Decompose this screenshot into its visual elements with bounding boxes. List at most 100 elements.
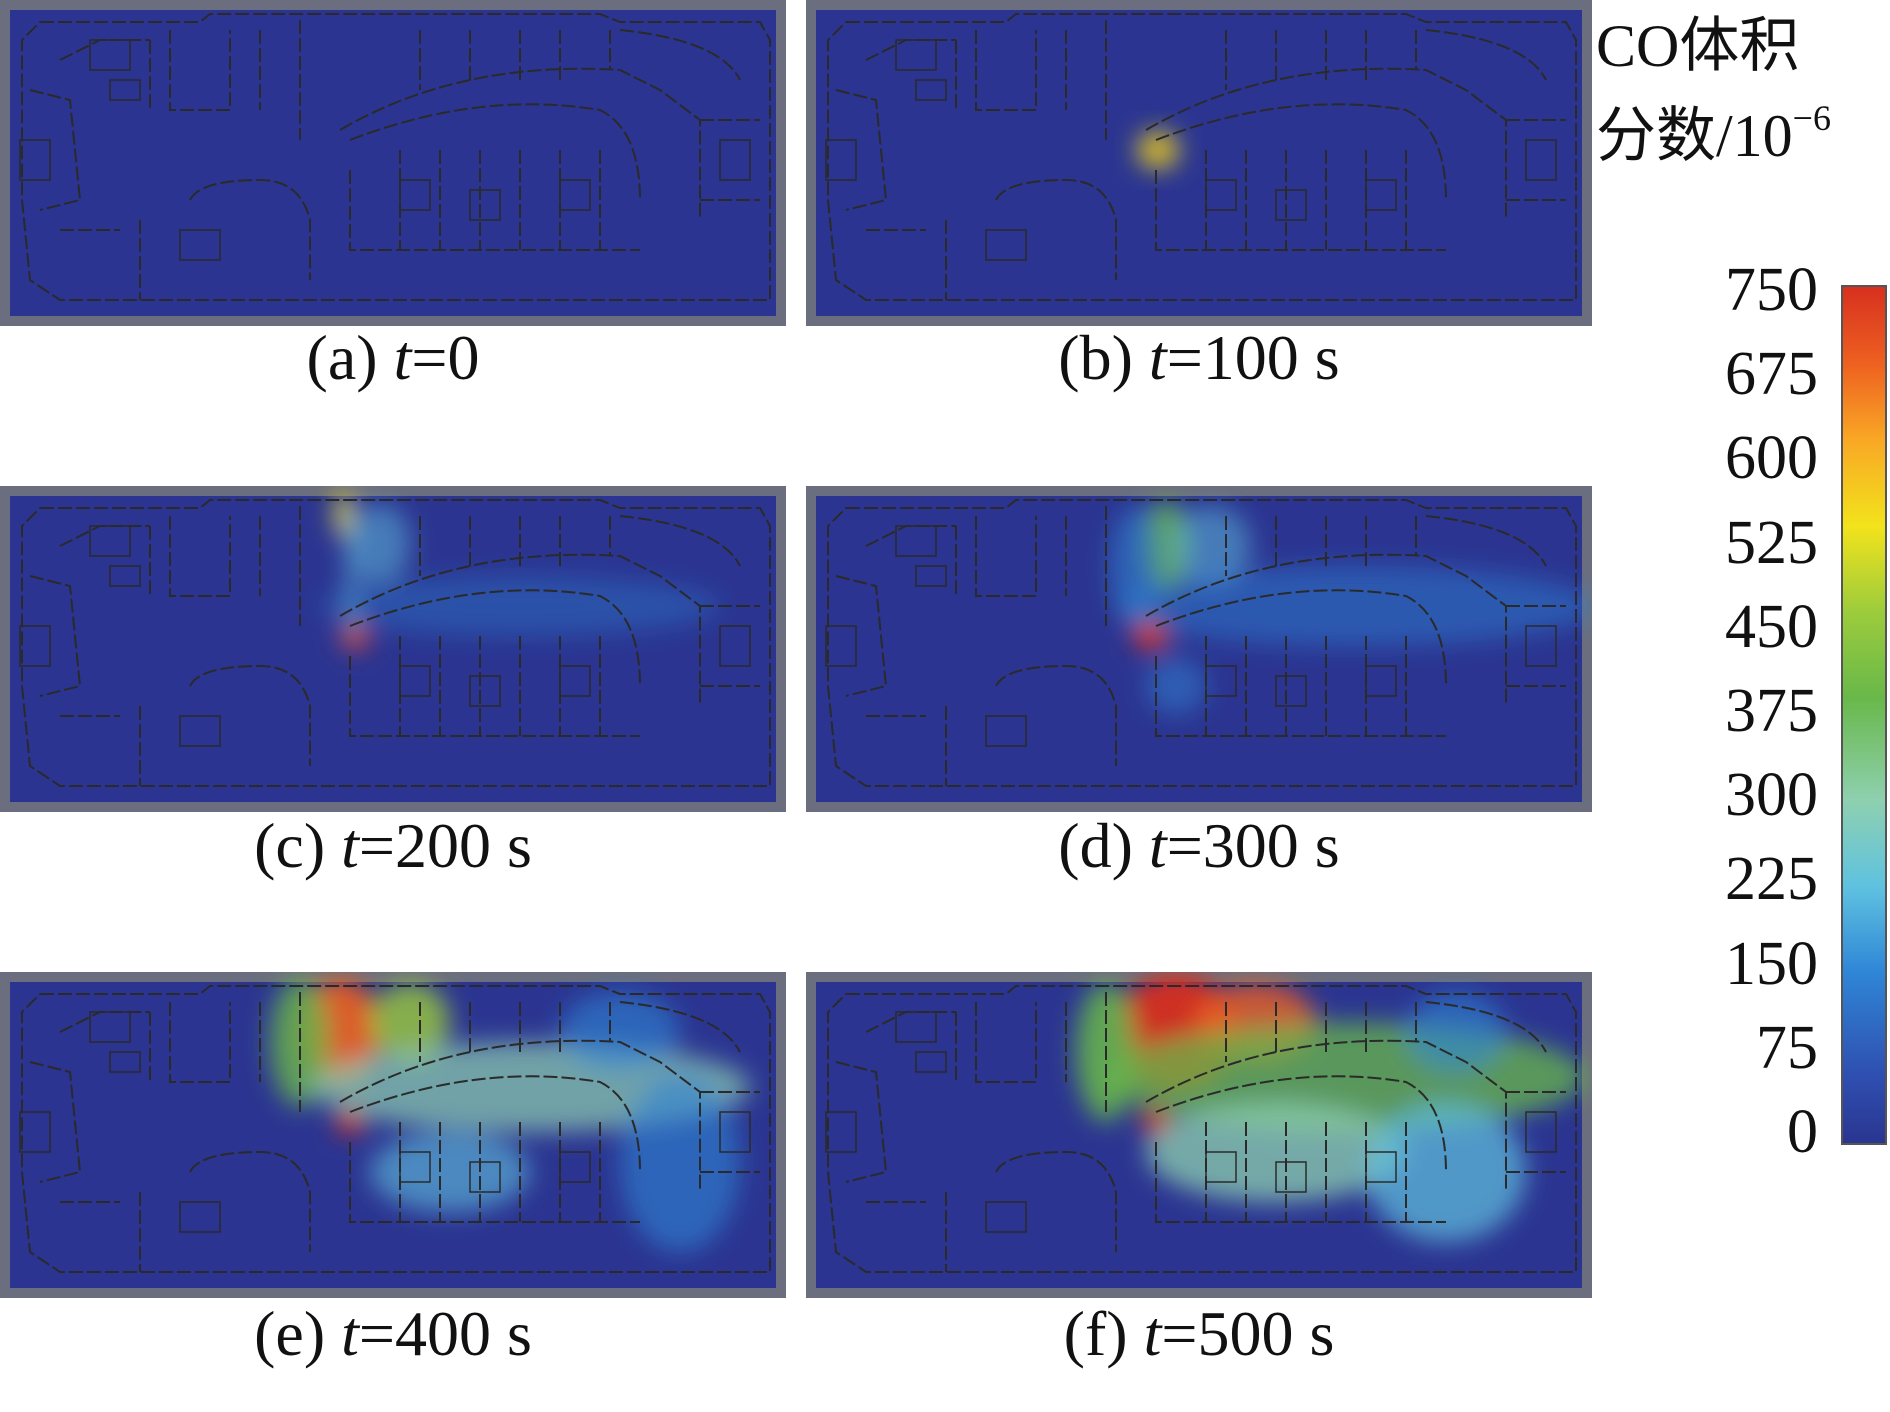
wall-segment [1155,170,1446,251]
legend-title: CO体积 分数/10−6 [1596,10,1890,172]
caption-time-symbol: t [393,322,412,393]
room-outline [825,1111,857,1153]
room-outline [89,525,131,557]
wall-segment [349,103,641,201]
wall-segment [1155,1075,1447,1173]
co-concentration-map [806,486,1592,812]
room-outline [399,1151,431,1183]
co-concentration-map [806,0,1592,326]
wall-segment [1506,1091,1566,1173]
co-plume [1146,658,1206,714]
caption-label: (b) [1058,322,1149,393]
wall-segment [169,516,231,597]
room-outline [89,1011,131,1043]
panel-caption: (f) t=500 s [806,1299,1592,1369]
wall-segment [995,1150,1117,1252]
caption-label: (f) [1063,1298,1144,1369]
wall-segment [1425,1001,1547,1053]
room-outline [1205,179,1237,211]
wall-segment [1506,605,1566,687]
panel-caption: (b) t=100 s [806,323,1592,393]
caption-time-symbol: t [1148,322,1167,393]
co-concentration-map [0,0,786,326]
caption-time-value: =500 s [1161,1298,1335,1369]
wall-segment [189,178,311,280]
wall-segment [169,1002,231,1083]
wall-segment [827,13,1577,301]
colorbar-tick-label: 675 [1725,340,1818,409]
room-outline [719,625,751,667]
co-plume [620,1072,740,1252]
room-outline [1525,625,1557,667]
panel-caption: (d) t=300 s [806,811,1592,881]
wall-segment [339,553,701,706]
wall-segment [835,1061,888,1183]
room-outline [399,179,431,211]
caption-time-symbol: t [1148,810,1167,881]
wall-segment [349,1075,641,1173]
wall-segment [866,1192,947,1272]
wall-segment [866,706,947,786]
colorbar-tick-label: 300 [1725,761,1818,830]
room-outline [19,625,51,667]
colorbar-tick-label: 150 [1725,929,1818,998]
caption-label: (a) [306,322,394,393]
floorplan-panel [0,486,786,812]
wall-segment [835,575,888,697]
wall-segment [700,1091,760,1173]
co-concentration-map [0,486,786,812]
wall-segment [1155,1142,1446,1223]
co-plume [1142,1110,1170,1134]
room-outline [1275,1161,1307,1193]
floorplan-walls [825,499,1577,787]
wall-segment [1155,589,1447,687]
floorplan-walls [19,13,771,301]
room-outline [1365,1151,1397,1183]
wall-segment [866,220,947,300]
floorplan-panel [806,0,1592,326]
wall-segment [60,220,141,300]
co-plume [1136,130,1180,170]
room-outline [179,1201,221,1233]
room-outline [469,675,501,707]
wall-segment [975,1002,1037,1083]
wall-segment [1425,29,1547,81]
panel-background [10,10,776,316]
legend-title-exponent: −6 [1792,98,1831,138]
panel-caption: (e) t=400 s [0,1299,786,1369]
wall-segment [1145,1039,1507,1192]
co-plume [350,504,410,584]
caption-time-symbol: t [341,810,359,881]
co-plume-layer [320,490,720,650]
co-plume [370,982,450,1062]
floorplan-walls [19,985,771,1273]
wall-segment [619,29,741,81]
co-plume [336,1110,364,1134]
room-outline [559,1151,591,1183]
caption-label: (d) [1058,810,1149,881]
wall-segment [21,985,771,1273]
room-outline [109,79,141,101]
floorplan-walls [825,985,1577,1273]
wall-segment [1225,30,1417,90]
wall-segment [1145,67,1507,220]
co-plume [1171,506,1251,586]
caption-time-symbol: t [1143,1298,1162,1369]
co-plume-layer [270,977,750,1252]
room-outline [559,665,591,697]
caption-time-value: =200 s [358,810,532,881]
colorbar-tick-label: 225 [1725,845,1818,914]
room-outline [1205,1151,1237,1183]
room-outline [19,139,51,181]
wall-segment [995,178,1117,280]
co-plume [1110,506,1162,626]
room-outline [915,1051,947,1073]
co-plume [1116,566,1592,646]
room-outline [1365,665,1397,697]
wall-segment [60,1192,141,1272]
wall-segment [1155,656,1446,737]
wall-segment [339,67,701,220]
room-outline [825,625,857,667]
room-outline [719,1111,751,1153]
floorplan-panel [0,972,786,1298]
